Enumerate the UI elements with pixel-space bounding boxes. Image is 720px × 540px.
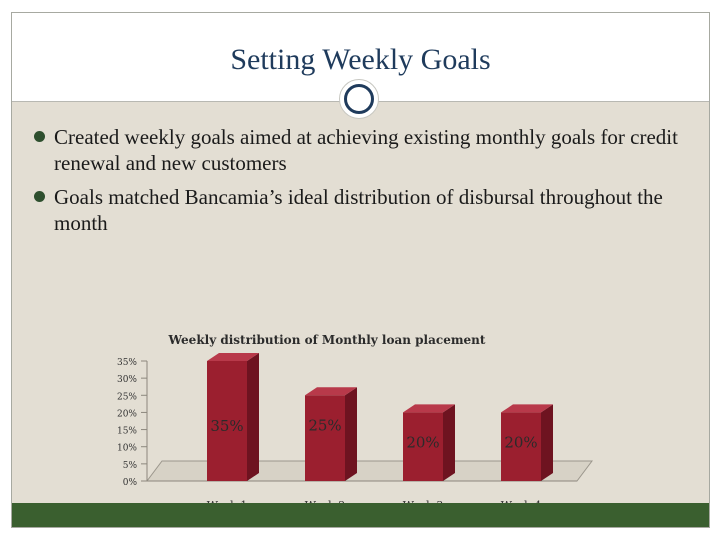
bar [305,395,345,481]
chart-title: Weekly distribution of Monthly loan plac… [168,333,486,347]
bar [207,361,247,481]
footer-bar [12,503,709,527]
data-label: 35% [210,417,243,435]
slide: Setting Weekly Goals Created weekly goal… [11,12,710,528]
bullet-dot-icon [34,131,45,142]
data-label: 20% [504,433,537,451]
bar-chart: Weekly distribution of Monthly loan plac… [117,333,593,512]
bar [403,412,443,481]
bullet-item: Goals matched Bancamia’s ideal distribut… [34,184,694,236]
y-tick-label: 25% [117,392,137,402]
bar-top [305,387,357,396]
bar [501,412,541,481]
bar-top [207,353,259,361]
bar-side [443,404,455,481]
y-tick-label: 30% [117,375,137,385]
bar-side [345,387,357,481]
bullet-item: Created weekly goals aimed at achieving … [34,124,694,176]
bar-side [541,404,553,481]
bullet-text: Goals matched Bancamia’s ideal distribut… [54,185,663,235]
bullet-text: Created weekly goals aimed at achieving … [54,125,678,175]
bar-top [403,404,455,413]
slide-title: Setting Weekly Goals [230,43,491,76]
bullet-list: Created weekly goals aimed at achieving … [34,124,694,244]
y-tick-label: 0% [123,478,138,488]
y-tick-label: 15% [117,427,137,437]
data-label: 20% [406,433,439,451]
bullet-dot-icon [34,191,45,202]
y-tick-label: 10% [117,444,137,454]
bar-side [247,353,259,481]
y-tick-label: 20% [117,409,137,419]
y-tick-label: 5% [123,461,138,471]
data-label: 25% [308,416,341,434]
y-tick-label: 35% [117,358,137,368]
bar-top [501,404,553,413]
ring-ornament-icon [339,79,379,119]
